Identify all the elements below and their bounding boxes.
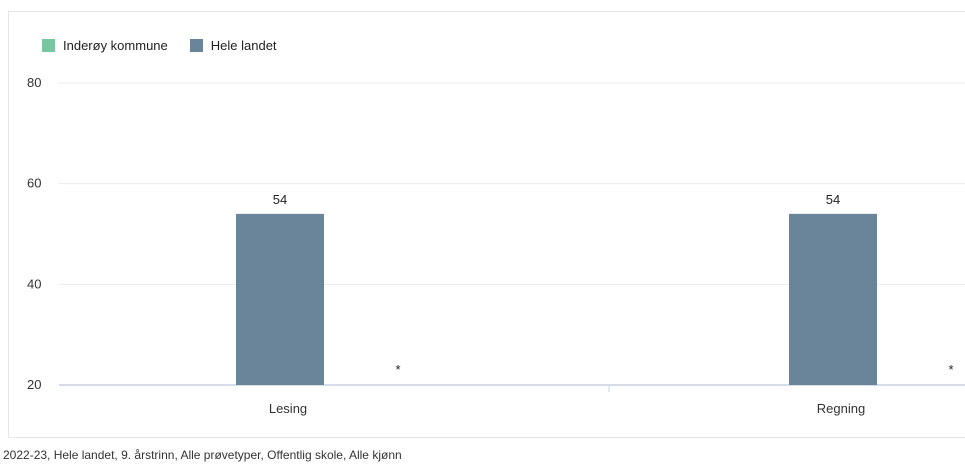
bar-hele-landet-regning [789,213,877,385]
bar-hele-landet-lesing [236,213,324,385]
chart-footnote: 2022-23, Hele landet, 9. årstrinn, Alle … [3,448,402,462]
data-label-hele-landet: 54 [826,192,840,207]
legend-item-hele-landet[interactable]: Hele landet [189,38,277,53]
legend-label-hele-landet: Hele landet [210,38,277,53]
data-label-inderoy: * [395,362,400,377]
y-tick-label: 20 [27,377,41,392]
y-tick-label: 60 [27,176,41,191]
bar-chart: 20 40 60 80 54 * Lesing 54 * Regning [27,75,965,416]
chart-legend: Inderøy kommune Hele landet [42,38,277,53]
x-category-label: Lesing [269,401,307,416]
legend-item-inderoy[interactable]: Inderøy kommune [42,38,168,53]
legend-swatch-inderoy [42,39,55,52]
data-label-inderoy: * [948,362,953,377]
y-tick-label: 40 [27,276,41,291]
legend-label-inderoy: Inderøy kommune [63,38,168,53]
legend-swatch-hele-landet [189,39,203,52]
y-tick-label: 80 [27,75,41,90]
data-label-hele-landet: 54 [273,192,287,207]
x-category-label: Regning [817,401,865,416]
